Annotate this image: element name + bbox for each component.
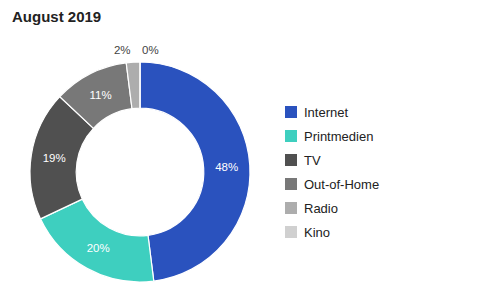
slice — [140, 62, 250, 281]
data-label: 2% — [114, 44, 131, 56]
data-label: 11% — [89, 89, 111, 101]
legend-label: Printmedien — [304, 129, 373, 144]
legend-swatch — [285, 202, 297, 214]
legend-swatch — [285, 154, 297, 166]
legend: Internet Printmedien TV Out-of-Home Radio Kin… — [285, 105, 379, 240]
slice — [139, 62, 140, 108]
pie — [30, 62, 250, 282]
data-label: 19% — [43, 152, 66, 164]
legend-item: Out-of-Home — [285, 177, 379, 192]
title: August 2019 — [12, 8, 101, 25]
data-labels: 48% 20% 19% 11% 2% 0% — [43, 44, 239, 254]
legend-label: Internet — [304, 105, 348, 120]
data-label: 20% — [87, 242, 110, 254]
legend-label: Radio — [304, 201, 338, 216]
legend-label: TV — [304, 153, 321, 168]
slice — [40, 199, 153, 282]
legend-swatch — [285, 130, 297, 142]
legend-item: Internet — [285, 105, 348, 120]
legend-swatch — [285, 178, 297, 190]
data-label: 48% — [215, 161, 238, 173]
legend-label: Out-of-Home — [304, 177, 379, 192]
slice — [60, 63, 132, 128]
legend-item: Radio — [285, 201, 338, 216]
legend-label: Kino — [304, 225, 330, 240]
chart: August 2019 48% 20% 19% 11% 2% 0% Internet Print… — [0, 0, 498, 306]
data-label: 0% — [142, 44, 159, 56]
legend-item: Printmedien — [285, 129, 373, 144]
legend-item: Kino — [285, 225, 330, 240]
legend-item: TV — [285, 153, 321, 168]
slice — [126, 62, 140, 109]
legend-swatch — [285, 106, 297, 118]
legend-swatch — [285, 226, 297, 238]
